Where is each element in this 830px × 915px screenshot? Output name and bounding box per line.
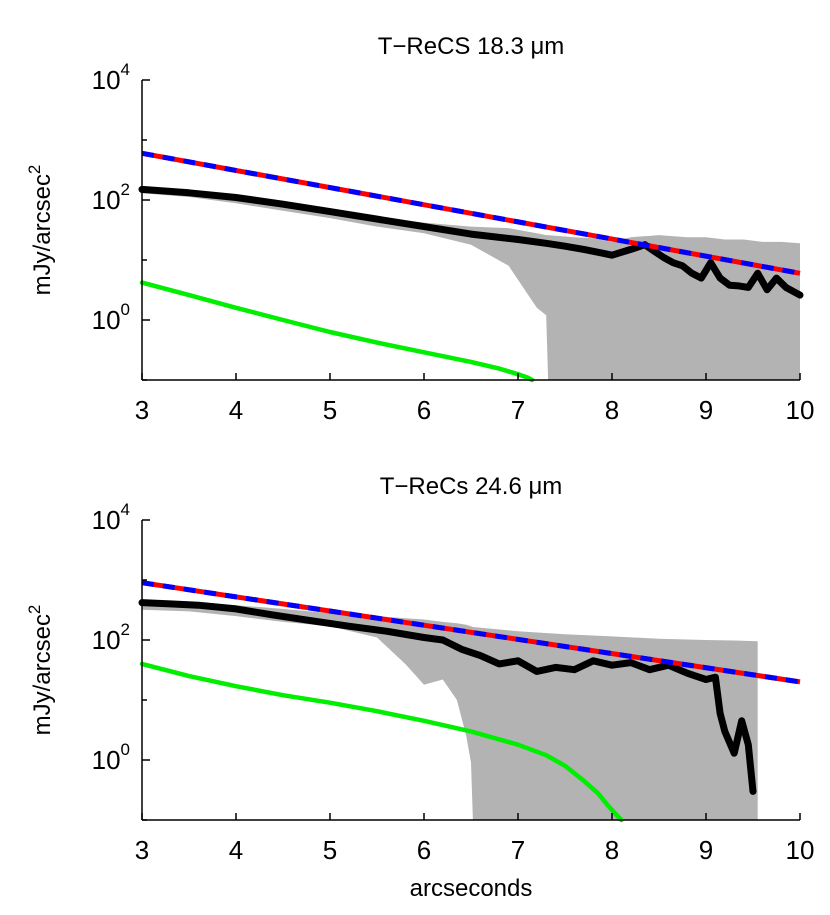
uncertainty-band [142, 187, 800, 380]
x-tick-label: 5 [323, 395, 337, 425]
model-fit-blue-line [141, 580, 801, 685]
model-fit-blue-line [141, 150, 801, 276]
y-tick-label: 102 [92, 180, 130, 215]
x-tick-label: 7 [511, 395, 525, 425]
x-tick-label: 7 [511, 835, 525, 865]
uncertainty-band [142, 599, 758, 820]
x-tick-label: 9 [699, 835, 713, 865]
y-axis-label: mJy/arcsec2 [25, 165, 56, 296]
x-tick-label: 8 [605, 835, 619, 865]
x-tick-label: 6 [417, 835, 431, 865]
x-tick-label: 3 [135, 835, 149, 865]
chart-panel-24um: 3 4 5 6 7 8 9 10 104 102 100 T−ReCs 24.6 μm mJy/ar… [25, 473, 814, 902]
x-tick-label: 6 [417, 395, 431, 425]
x-tick-label: 3 [135, 395, 149, 425]
x-tick-label: 8 [605, 395, 619, 425]
green-component-line [139, 661, 624, 823]
x-tick-label: 10 [786, 835, 815, 865]
x-tick-label: 4 [229, 835, 243, 865]
y-tick-label: 104 [92, 500, 130, 535]
axis-lines [141, 80, 800, 381]
green-component-line [139, 280, 535, 383]
chart-panel-18um: 3 4 5 6 7 8 9 10 104 102 100 T−ReCS 18.3 μm mJy/ar… [25, 33, 814, 425]
y-axis-label: mJy/arcsec2 [25, 605, 56, 736]
x-tick-label: 4 [229, 395, 243, 425]
chart-title: T−ReCs 24.6 μm [380, 473, 563, 500]
axis-lines [141, 520, 800, 821]
x-tick-label: 10 [786, 395, 815, 425]
y-tick-label: 104 [92, 60, 130, 95]
x-tick-label: 5 [323, 835, 337, 865]
chart-title: T−ReCS 18.3 μm [378, 33, 565, 60]
y-tick-label: 100 [92, 300, 130, 335]
x-axis-label: arcseconds [410, 875, 533, 902]
y-tick-label: 102 [92, 620, 130, 655]
observed-profile-line [138, 599, 757, 795]
x-tick-label: 9 [699, 395, 713, 425]
y-tick-label: 100 [92, 740, 130, 775]
